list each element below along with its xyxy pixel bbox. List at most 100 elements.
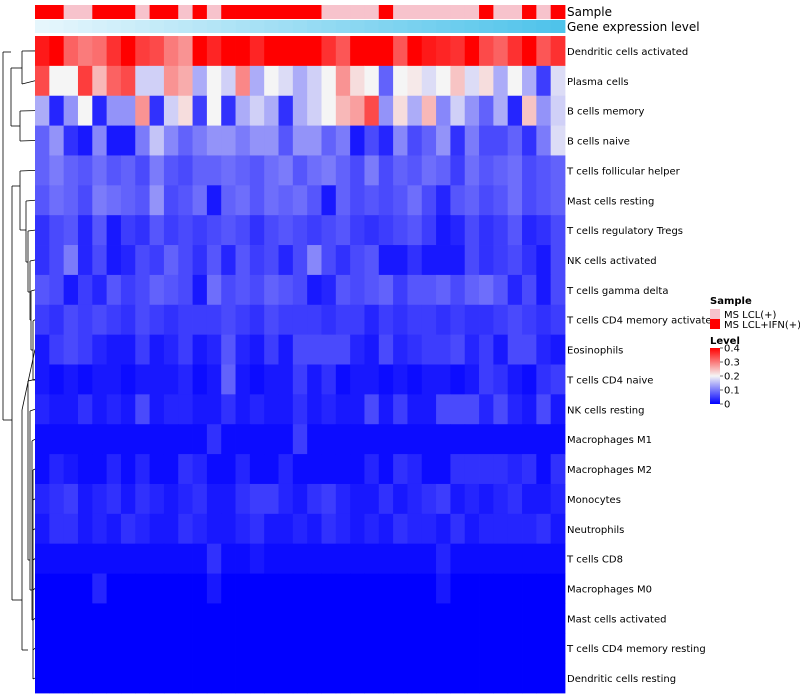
row-label: Macrophages M0 xyxy=(567,584,652,595)
heatmap-cell xyxy=(292,185,308,216)
row-label: Dendritic cells resting xyxy=(567,674,676,685)
heatmap-cell xyxy=(407,274,423,306)
heatmap-cell xyxy=(206,573,222,604)
heatmap-cell xyxy=(436,633,451,664)
heatmap-cell xyxy=(507,245,523,276)
dendrogram-branch xyxy=(19,169,36,172)
heatmap-cell xyxy=(292,215,308,246)
heatmap-cell xyxy=(364,394,380,425)
heatmap-cell xyxy=(249,65,265,97)
heatmap-cell xyxy=(35,36,50,67)
sample-annotation-cell xyxy=(450,5,466,19)
heatmap-cell xyxy=(92,394,108,425)
heatmap-cell xyxy=(163,513,179,545)
heatmap-cell xyxy=(536,483,552,515)
heatmap-cell xyxy=(307,424,322,455)
gene-expression-cell xyxy=(92,20,108,33)
heatmap-cell xyxy=(407,424,423,455)
heatmap-cell xyxy=(235,215,251,246)
heatmap-cell xyxy=(493,65,509,97)
heatmap-cell xyxy=(249,394,265,425)
heatmap-cell xyxy=(464,245,480,276)
heatmap-cell xyxy=(364,65,380,97)
heatmap-cell xyxy=(436,245,451,276)
heatmap-cell xyxy=(221,424,236,455)
dendrogram-branch xyxy=(32,319,36,322)
heatmap-cells xyxy=(35,36,566,694)
heatmap-cell xyxy=(522,155,537,186)
heatmap-cell xyxy=(393,454,408,485)
heatmap-cell xyxy=(135,603,150,634)
heatmap-cell xyxy=(206,454,222,485)
heatmap-cell xyxy=(421,424,437,455)
heatmap-cell xyxy=(135,424,150,455)
heatmap-cell xyxy=(77,185,93,216)
heatmap-cell xyxy=(421,334,437,365)
heatmap-cell xyxy=(522,454,537,485)
heatmap-cell xyxy=(278,65,294,97)
heatmap-cell xyxy=(77,95,93,126)
sample-annotation-cell xyxy=(393,5,408,19)
heatmap-cell xyxy=(378,125,394,156)
heatmap-cell xyxy=(235,364,251,395)
heatmap-cell xyxy=(192,364,208,395)
row-label: Macrophages M2 xyxy=(567,465,652,476)
heatmap-cell xyxy=(249,663,265,694)
heatmap-cell xyxy=(35,155,50,186)
heatmap-cell xyxy=(149,513,165,545)
heatmap-cell xyxy=(378,185,394,216)
heatmap-cell xyxy=(393,633,408,664)
heatmap-cell xyxy=(550,633,566,664)
heatmap-cell xyxy=(450,185,466,216)
heatmap-cell xyxy=(292,573,308,604)
heatmap-cell xyxy=(249,334,265,365)
heatmap-cell xyxy=(378,394,394,425)
heatmap-cell xyxy=(421,304,437,336)
heatmap-cell xyxy=(393,663,408,694)
heatmap-cell xyxy=(49,304,65,336)
dendrogram-branch xyxy=(32,647,36,651)
heatmap-cell xyxy=(249,245,265,276)
heatmap-cell xyxy=(364,274,380,306)
gene-expression-cell xyxy=(192,20,208,33)
heatmap-cell xyxy=(221,125,236,156)
heatmap-cell xyxy=(278,36,294,67)
heatmap-cell xyxy=(63,274,79,306)
heatmap-cell xyxy=(49,633,65,664)
heatmap-cell xyxy=(278,394,294,425)
heatmap-cell xyxy=(49,454,65,485)
heatmap-cell xyxy=(63,95,79,126)
heatmap-cell xyxy=(321,424,337,455)
heatmap-cell xyxy=(350,95,365,126)
heatmap-cell xyxy=(163,394,179,425)
heatmap-cell xyxy=(106,125,122,156)
heatmap-cell xyxy=(264,633,279,664)
heatmap-cell xyxy=(264,543,279,574)
heatmap-cell xyxy=(493,304,509,336)
heatmap-cell xyxy=(450,483,466,515)
sample-annotation-cell xyxy=(192,5,208,19)
heatmap-cell xyxy=(421,454,437,485)
heatmap-cell xyxy=(192,573,208,604)
heatmap-cell xyxy=(421,663,437,694)
heatmap-cell xyxy=(192,185,208,216)
dendrogram-branch xyxy=(29,408,36,412)
heatmap-cell xyxy=(522,65,537,97)
heatmap-cell xyxy=(264,245,279,276)
heatmap-cell xyxy=(321,513,337,545)
heatmap-cell xyxy=(63,543,79,574)
heatmap-cell xyxy=(178,125,193,156)
heatmap-cell xyxy=(436,454,451,485)
heatmap-cell xyxy=(249,364,265,395)
heatmap-cell xyxy=(436,36,451,67)
heatmap-cell xyxy=(221,36,236,67)
heatmap-cell xyxy=(221,215,236,246)
heatmap-cell xyxy=(106,274,122,306)
heatmap-cell xyxy=(464,125,480,156)
gene-expression-cell xyxy=(249,20,265,33)
heatmap-cell xyxy=(35,424,50,455)
heatmap-cell xyxy=(206,304,222,336)
heatmap-cell xyxy=(264,215,279,246)
sample-annotation-label: Sample xyxy=(567,5,612,19)
heatmap-cell xyxy=(235,424,251,455)
